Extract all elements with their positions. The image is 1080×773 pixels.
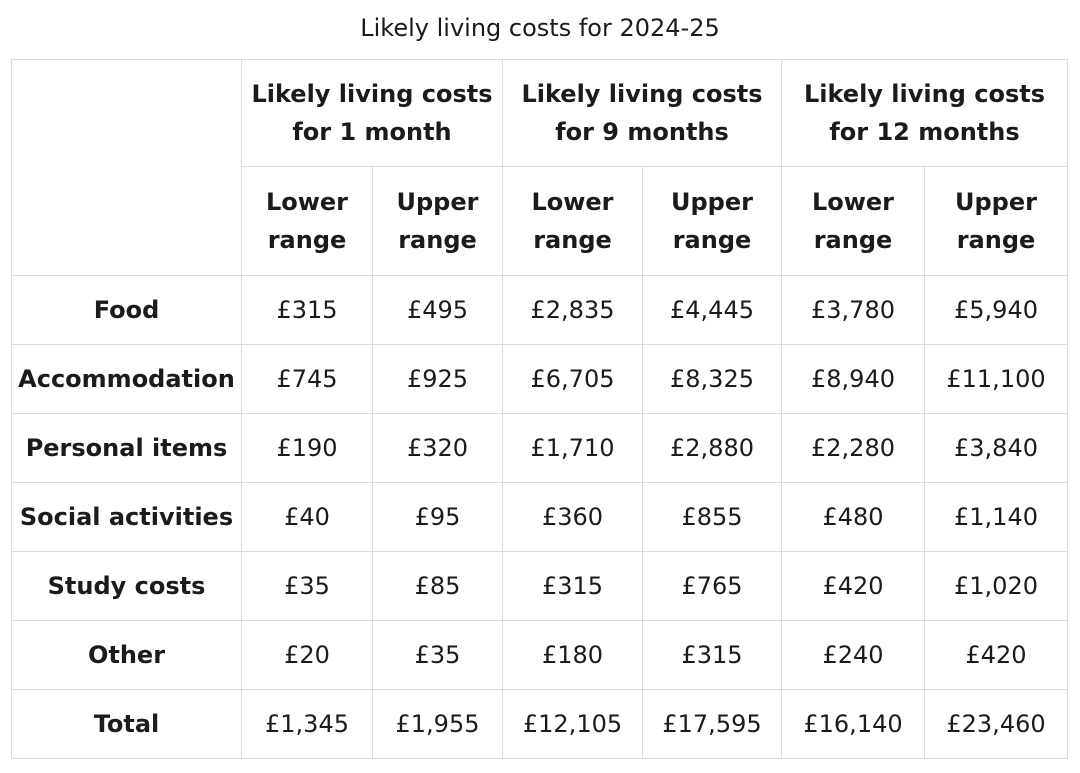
table-cell: £745 (241, 344, 373, 414)
table-cell: £190 (241, 413, 373, 483)
table-cell: £240 (781, 620, 925, 690)
table-cell: £180 (502, 620, 643, 690)
table-cell: £11,100 (924, 344, 1068, 414)
table-cell: £765 (642, 551, 782, 621)
row-label: Social activities (11, 482, 242, 552)
table-cell: £8,325 (642, 344, 782, 414)
table-row-accommodation: Accommodation £745 £925 £6,705 £8,325 £8… (11, 344, 1068, 414)
table-cell: £925 (372, 344, 503, 414)
table-cell: £3,780 (781, 275, 925, 345)
table-row-social-activities: Social activities £40 £95 £360 £855 £480… (11, 482, 1068, 552)
table-cell: £23,460 (924, 689, 1068, 759)
table-cell: £2,280 (781, 413, 925, 483)
table-cell: £2,835 (502, 275, 643, 345)
table-cell: £1,140 (924, 482, 1068, 552)
table-row-other: Other £20 £35 £180 £315 £240 £420 (11, 620, 1068, 690)
table-row-study-costs: Study costs £35 £85 £315 £765 £420 £1,02… (11, 551, 1068, 621)
table-cell: £320 (372, 413, 503, 483)
table-cell: £420 (924, 620, 1068, 690)
subheader-upper-range: Upper range (372, 166, 503, 276)
group-header-9-months: Likely living costs for 9 months (502, 59, 782, 167)
table-cell: £85 (372, 551, 503, 621)
table-row-food: Food £315 £495 £2,835 £4,445 £3,780 £5,9… (11, 275, 1068, 345)
group-header-1-month: Likely living costs for 1 month (241, 59, 503, 167)
table-cell: £315 (642, 620, 782, 690)
subheader-lower-range: Lower range (781, 166, 925, 276)
table-cell: £35 (241, 551, 373, 621)
living-costs-table: Likely living costs for 1 month Likely li… (11, 59, 1068, 759)
row-label: Total (11, 689, 242, 759)
table-cell: £420 (781, 551, 925, 621)
subheader-upper-range: Upper range (924, 166, 1068, 276)
table-cell: £2,880 (642, 413, 782, 483)
table-cell: £3,840 (924, 413, 1068, 483)
table-cell: £315 (502, 551, 643, 621)
table-cell: £12,105 (502, 689, 643, 759)
table-cell: £35 (372, 620, 503, 690)
subheader-lower-range: Lower range (241, 166, 373, 276)
row-label: Study costs (11, 551, 242, 621)
table-cell: £4,445 (642, 275, 782, 345)
table-cell: £17,595 (642, 689, 782, 759)
table-cell: £480 (781, 482, 925, 552)
subheader-lower-range: Lower range (502, 166, 643, 276)
row-label: Food (11, 275, 242, 345)
table-cell: £5,940 (924, 275, 1068, 345)
table-cell: £1,710 (502, 413, 643, 483)
table-cell: £1,345 (241, 689, 373, 759)
table-cell: £855 (642, 482, 782, 552)
row-label: Other (11, 620, 242, 690)
table-cell: £20 (241, 620, 373, 690)
row-label: Accommodation (11, 344, 242, 414)
table-row-personal-items: Personal items £190 £320 £1,710 £2,880 £… (11, 413, 1068, 483)
table-cell: £8,940 (781, 344, 925, 414)
table-cell: £1,020 (924, 551, 1068, 621)
table-cell: £360 (502, 482, 643, 552)
table-caption: Likely living costs for 2024-25 (360, 14, 720, 42)
empty-corner-cell (11, 59, 242, 276)
group-header-12-months: Likely living costs for 12 months (781, 59, 1068, 167)
table-cell: £1,955 (372, 689, 503, 759)
table-cell: £40 (241, 482, 373, 552)
subheader-upper-range: Upper range (642, 166, 782, 276)
row-label: Personal items (11, 413, 242, 483)
table-cell: £16,140 (781, 689, 925, 759)
table-cell: £495 (372, 275, 503, 345)
table-cell: £315 (241, 275, 373, 345)
table-cell: £95 (372, 482, 503, 552)
table-cell: £6,705 (502, 344, 643, 414)
table-row-total: Total £1,345 £1,955 £12,105 £17,595 £16,… (11, 689, 1068, 759)
